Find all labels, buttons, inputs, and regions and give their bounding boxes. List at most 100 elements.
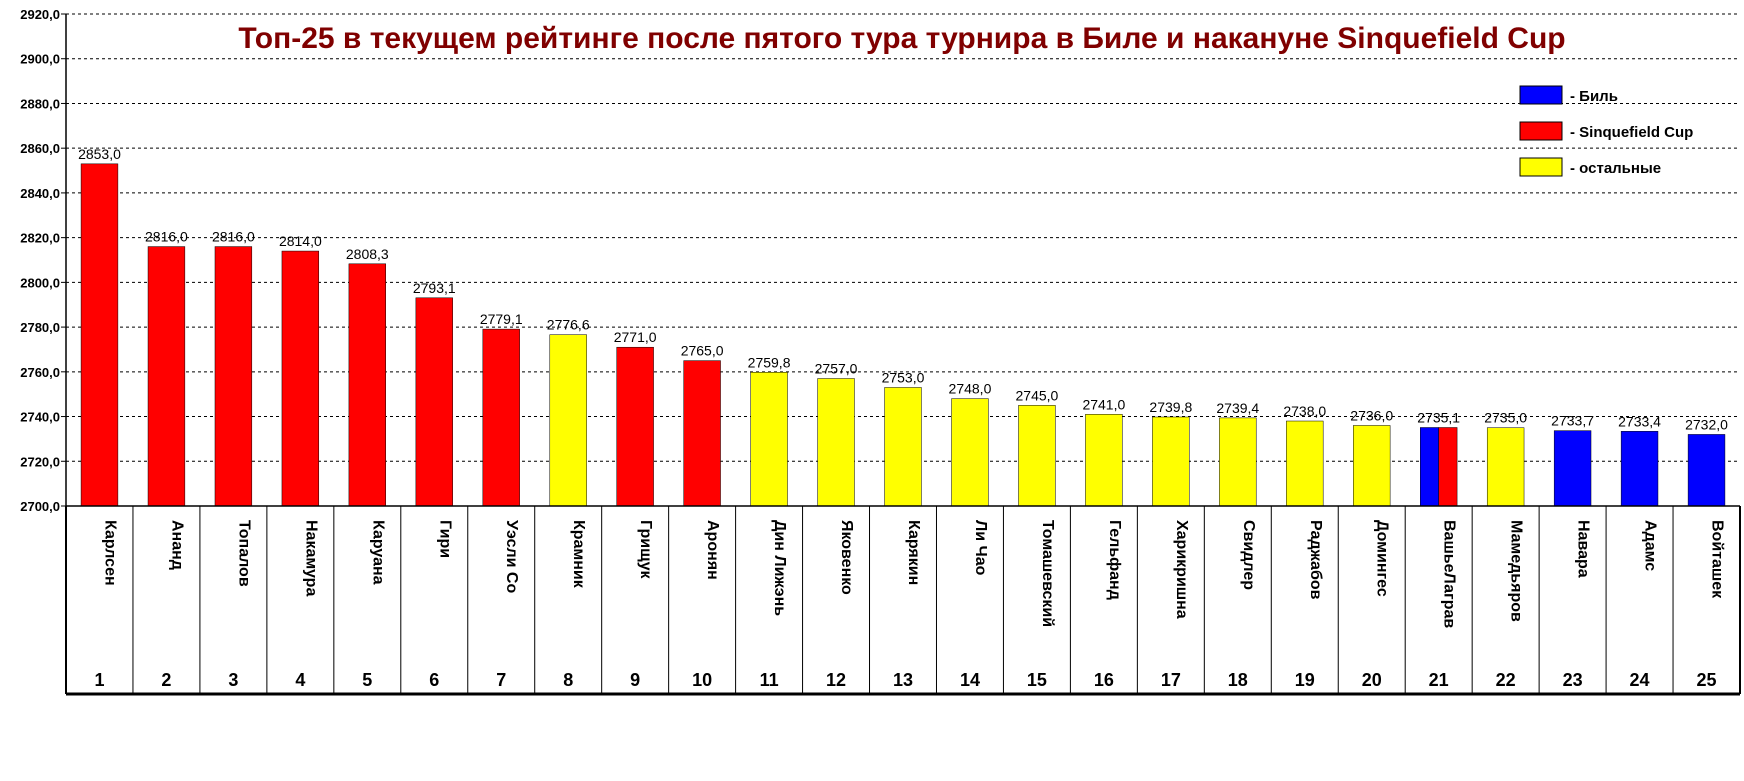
category-label: Навара: [1575, 520, 1592, 578]
data-label: 2816,0: [212, 229, 255, 245]
rank-label: 3: [228, 670, 238, 690]
category-label: Карлсен: [101, 520, 118, 586]
data-label: 2739,4: [1216, 400, 1259, 416]
bar: [1486, 427, 1525, 507]
legend-swatch: [1519, 121, 1563, 141]
category-label: Аронян: [704, 520, 721, 580]
data-label: 2738,0: [1283, 403, 1326, 419]
rank-label: 2: [161, 670, 171, 690]
y-tick-label: 2700,0: [20, 499, 60, 514]
category-label: Яковенко: [838, 520, 855, 595]
category-label: Томашевский: [1039, 520, 1056, 627]
data-label: 2757,0: [815, 361, 858, 377]
category-label: Ли Чао: [972, 520, 989, 576]
rank-label: 17: [1161, 670, 1181, 690]
bar: [549, 334, 587, 507]
y-tick-label: 2800,0: [20, 275, 60, 290]
bar: [1553, 430, 1592, 507]
y-tick-label: 2760,0: [20, 365, 60, 380]
category-table: Карлсен 1 Ананд 2 Топалов 3 Накамура 4 Каруана 5 Г…: [65, 505, 1741, 696]
data-label: 2779,1: [480, 311, 523, 327]
rank-label: 13: [893, 670, 913, 690]
category-label: Грищук: [637, 520, 654, 579]
chart-title: Топ-25 в текущем рейтинге после пятого т…: [238, 22, 1565, 55]
legend-swatch: [1519, 85, 1563, 105]
rank-label: 1: [94, 670, 104, 690]
y-tick-label: 2860,0: [20, 141, 60, 156]
rank-label: 9: [630, 670, 640, 690]
bar: [281, 250, 320, 507]
bar: [1353, 425, 1391, 507]
data-labels: 2853,0 2816,0 2816,0 2814,0 2808,3 2793,1 2779…: [78, 146, 1728, 433]
y-tick-label: 2780,0: [20, 320, 60, 335]
rank-label: 25: [1697, 670, 1717, 690]
bar: [1620, 431, 1659, 507]
bars: [80, 163, 1726, 507]
bar: [1687, 434, 1726, 507]
data-label: 2808,3: [346, 246, 389, 262]
bar: [214, 246, 253, 507]
rank-label: 21: [1429, 670, 1449, 690]
data-label: 2735,0: [1484, 410, 1527, 426]
data-label: 2745,0: [1016, 387, 1059, 403]
rank-label: 5: [362, 670, 372, 690]
rank-label: 19: [1295, 670, 1315, 690]
bar: [951, 398, 989, 507]
category-label: Гельфанд: [1106, 520, 1123, 600]
rank-label: 16: [1094, 670, 1114, 690]
data-label: 2735,1: [1417, 410, 1460, 426]
bar: [415, 297, 453, 507]
data-label: 2753,0: [882, 369, 925, 385]
category-label: ВашьеЛаграв: [1441, 520, 1458, 628]
category-label: Накамура: [302, 520, 319, 596]
rank-label: 12: [826, 670, 846, 690]
category-label: Адамс: [1642, 520, 1659, 571]
bar: [817, 378, 855, 507]
data-label: 2759,8: [748, 354, 791, 370]
rank-label: 15: [1027, 670, 1047, 690]
bar: [683, 360, 721, 507]
category-label: Мамедьяров: [1508, 520, 1525, 622]
bar: [1152, 416, 1190, 507]
rank-label: 6: [429, 670, 439, 690]
bar: [884, 387, 922, 507]
legend-swatch: [1519, 157, 1563, 177]
data-label: 2853,0: [78, 146, 121, 162]
legend-label: - Биль: [1570, 88, 1618, 105]
rank-label: 10: [692, 670, 712, 690]
bar: [1219, 417, 1257, 507]
category-label: Домингес: [1374, 520, 1391, 597]
data-label: 2741,0: [1082, 396, 1125, 412]
rank-label: 20: [1362, 670, 1382, 690]
data-label: 2771,0: [614, 329, 657, 345]
data-label: 2748,0: [949, 381, 992, 397]
y-tick-label: 2880,0: [20, 96, 60, 111]
category-label: Каруана: [369, 520, 386, 585]
legend-label: - Sinquefield Cup: [1570, 124, 1693, 141]
rank-label: 22: [1496, 670, 1516, 690]
rank-label: 7: [496, 670, 506, 690]
y-tick-label: 2720,0: [20, 454, 60, 469]
rank-label: 4: [295, 670, 305, 690]
bar: [80, 163, 119, 507]
bar-segment: [1420, 427, 1439, 507]
data-label: 2732,0: [1685, 416, 1728, 432]
rank-label: 23: [1563, 670, 1583, 690]
category-label: Крамник: [570, 520, 587, 589]
category-label: Раджабов: [1307, 520, 1324, 600]
category-label: Уэсли Со: [503, 520, 520, 593]
bar: [750, 372, 788, 507]
legend: - Биль - Sinquefield Cup - остальные: [1519, 85, 1693, 177]
legend-label: - остальные: [1570, 160, 1661, 177]
category-label: Топалов: [235, 520, 252, 587]
rank-label: 14: [960, 670, 980, 690]
data-label: 2739,8: [1149, 399, 1192, 415]
y-tick-label: 2820,0: [20, 231, 60, 246]
bar: [616, 346, 654, 507]
bar: [348, 263, 386, 507]
rank-label: 8: [563, 670, 573, 690]
rank-label: 18: [1228, 670, 1248, 690]
data-label: 2733,7: [1551, 413, 1594, 429]
category-label: Ананд: [168, 520, 185, 570]
